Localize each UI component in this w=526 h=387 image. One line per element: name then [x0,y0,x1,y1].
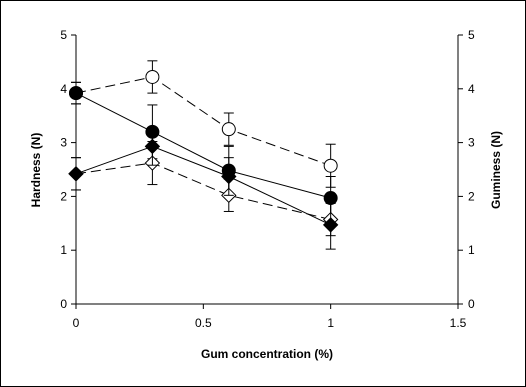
x-tick-label: 0 [73,316,80,330]
y-left-tick-label: 0 [60,297,67,311]
y-right-tick-label: 1 [468,243,475,257]
y-left-tick-label: 3 [60,136,67,150]
series-open-circle [70,61,338,187]
x-tick-label: 1.5 [450,316,467,330]
series-line [76,77,331,166]
series [69,61,338,249]
data-point [146,70,159,83]
y-right-tick-label: 0 [468,297,475,311]
x-tick-label: 0.5 [195,316,212,330]
y-right-tick-label: 4 [468,82,475,96]
series-line [76,163,331,220]
y-axis-left-title: Hardness (N) [29,133,43,208]
y-left-tick-label: 2 [60,189,67,203]
x-tick-label: 1 [327,316,334,330]
y-left-tick-label: 5 [60,28,67,42]
y-axis-right-title: Guminess (N) [489,131,503,209]
series-line [76,93,331,198]
series-filled-diamond [69,128,338,250]
data-point [222,123,235,136]
data-point [69,167,83,181]
y-right-tick-label: 5 [468,28,475,42]
y-left-tick-label: 1 [60,243,67,257]
ticks: 0 1 2 3 4 5 0 1 2 3 4 5 0 0.5 1 1.5 [60,28,475,330]
series-filled-circle [70,82,338,219]
y-right-tick-label: 2 [468,189,475,203]
x-axis-title: Gum concentration (%) [201,347,333,361]
data-point [324,159,337,172]
axes [76,35,458,304]
y-right-tick-label: 3 [468,136,475,150]
data-point [70,87,83,100]
y-left-tick-label: 4 [60,82,67,96]
